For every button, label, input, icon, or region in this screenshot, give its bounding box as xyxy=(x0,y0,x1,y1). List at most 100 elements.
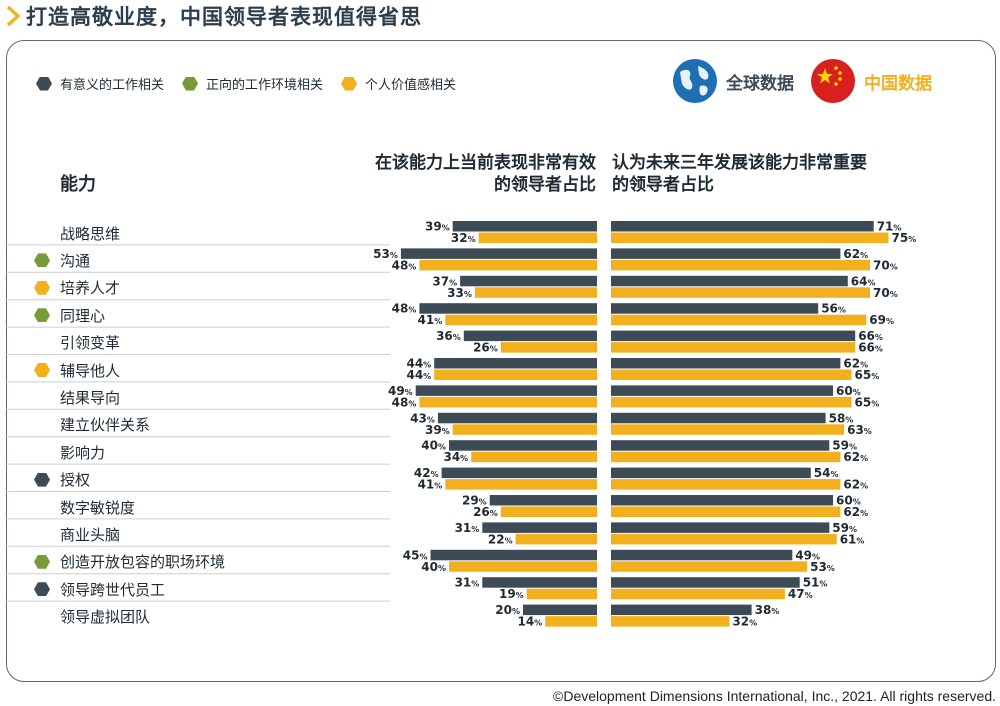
label-current-global: 36% xyxy=(436,329,461,343)
bar-future-global xyxy=(611,440,830,451)
bar-current-china xyxy=(526,588,597,600)
category-text: 领导虚拟团队 xyxy=(60,608,151,627)
label-current-global: 43% xyxy=(410,411,435,425)
legend-label: 个人价值感相关 xyxy=(365,78,457,93)
bar-future-china xyxy=(611,314,867,326)
bar-current-china xyxy=(500,506,597,517)
label-future-china: 61% xyxy=(840,532,865,546)
bar-current-china xyxy=(474,287,597,298)
label-current-china: 26% xyxy=(473,505,498,519)
bar-future-global xyxy=(611,358,841,369)
bar-current-global xyxy=(482,577,597,588)
badge-china: 中国数据 xyxy=(810,58,932,104)
badge-global: 全球数据 xyxy=(672,58,794,104)
legend: 有意义的工作相关 正向的工作环境相关 个人价值感相关 xyxy=(36,74,474,93)
label-future-global: 62% xyxy=(843,247,868,261)
label-current-global: 37% xyxy=(432,274,457,288)
category-label: 同理心 xyxy=(34,306,106,325)
bar-future-global xyxy=(611,549,793,561)
label-future-global: 51% xyxy=(803,576,828,590)
category-text: 数字敏锐度 xyxy=(60,498,136,517)
label-future-china: 62% xyxy=(843,505,868,519)
left-header-line2: 的领导者占比 xyxy=(494,175,596,195)
bar-future-global xyxy=(611,275,848,287)
bar-future-china xyxy=(611,533,837,545)
category-label: 领导跨世代员工 xyxy=(34,580,165,599)
category-text: 建立伙伴关系 xyxy=(60,416,151,435)
bar-future-china xyxy=(611,506,841,517)
bar-current-china xyxy=(419,259,597,271)
category-text: 沟通 xyxy=(60,251,91,270)
label-future-china: 62% xyxy=(843,450,868,464)
label-future-global: 60% xyxy=(836,384,861,398)
category-label: 沟通 xyxy=(34,251,91,270)
bar-future-china xyxy=(611,479,841,490)
category-label: 影响力 xyxy=(60,443,106,462)
label-future-china: 70% xyxy=(873,258,898,272)
category-label: 培养人才 xyxy=(34,279,120,297)
category-text: 引领变革 xyxy=(60,334,121,353)
copyright-footer: ©Development Dimensions International, I… xyxy=(553,688,996,704)
label-current-china: 41% xyxy=(418,313,443,327)
label-future-global: 59% xyxy=(832,521,857,535)
legend-label: 有意义的工作相关 xyxy=(60,78,165,93)
legend-label: 正向的工作环境相关 xyxy=(206,78,324,93)
bar-current-global xyxy=(449,440,597,451)
bar-future-global xyxy=(611,577,800,588)
bar-current-china xyxy=(500,342,597,353)
hexagon-icon xyxy=(182,76,199,91)
category-label: 数字敏锐度 xyxy=(60,498,136,517)
category-label: 领导虚拟团队 xyxy=(60,608,150,626)
label-future-global: 54% xyxy=(814,466,839,480)
hexagon-icon xyxy=(34,308,50,323)
category-text: 同理心 xyxy=(60,306,106,325)
bar-current-china xyxy=(452,424,597,435)
hexagon-icon xyxy=(341,76,358,91)
legend-item-meaningful-work: 有意义的工作相关 xyxy=(36,74,164,93)
bar-future-global xyxy=(611,221,874,232)
bar-future-china xyxy=(611,287,870,298)
bar-current-global xyxy=(463,330,597,342)
label-current-global: 40% xyxy=(421,439,446,453)
category-text: 影响力 xyxy=(60,443,106,462)
bar-current-global xyxy=(437,412,597,424)
page-title: 打造高敬业度，中国领导者表现值得省思 xyxy=(26,5,422,29)
bar-future-china xyxy=(611,232,889,243)
bar-current-global xyxy=(482,522,597,533)
label-future-global: 64% xyxy=(851,274,876,288)
label-future-china: 70% xyxy=(873,286,898,300)
hexagon-icon xyxy=(34,554,50,569)
label-future-china: 66% xyxy=(858,341,883,355)
label-current-china: 32% xyxy=(451,231,476,245)
right-header-line2: 的领导者占比 xyxy=(612,175,714,195)
category-label: 结果导向 xyxy=(60,388,120,407)
category-text: 创造开放包容的职场环境 xyxy=(60,553,226,572)
label-future-china: 63% xyxy=(847,423,872,437)
label-current-global: 48% xyxy=(392,302,417,316)
label-current-global: 29% xyxy=(462,494,487,508)
right-header-line1: 认为未来三年发展该能力非常重要 xyxy=(612,153,867,173)
label-future-global: 62% xyxy=(843,357,868,371)
bar-current-china xyxy=(515,533,597,545)
category-text: 商业头脑 xyxy=(60,525,121,544)
bar-current-china xyxy=(545,616,597,627)
badge-china-label: 中国数据 xyxy=(864,73,932,94)
hexagon-icon xyxy=(34,253,50,268)
right-column-header: 认为未来三年发展该能力非常重要 的领导者占比 xyxy=(612,152,867,196)
bar-current-china xyxy=(478,232,597,243)
bar-future-china xyxy=(611,259,870,271)
bar-future-global xyxy=(611,495,833,506)
bar-future-global xyxy=(611,467,811,479)
bar-current-china xyxy=(434,369,597,380)
label-future-global: 38% xyxy=(755,603,780,617)
capability-header: 能力 xyxy=(60,174,96,195)
china-flag-icon xyxy=(811,59,855,103)
globe-icon xyxy=(673,59,717,103)
label-current-global: 49% xyxy=(388,384,413,398)
category-text: 培养人才 xyxy=(60,279,121,298)
category-text: 辅导他人 xyxy=(60,361,121,380)
left-header-line1: 在该能力上当前表现非常有效 xyxy=(375,153,596,173)
bar-current-global xyxy=(489,495,597,506)
label-current-china: 33% xyxy=(447,286,472,300)
hexagon-icon xyxy=(34,472,50,487)
